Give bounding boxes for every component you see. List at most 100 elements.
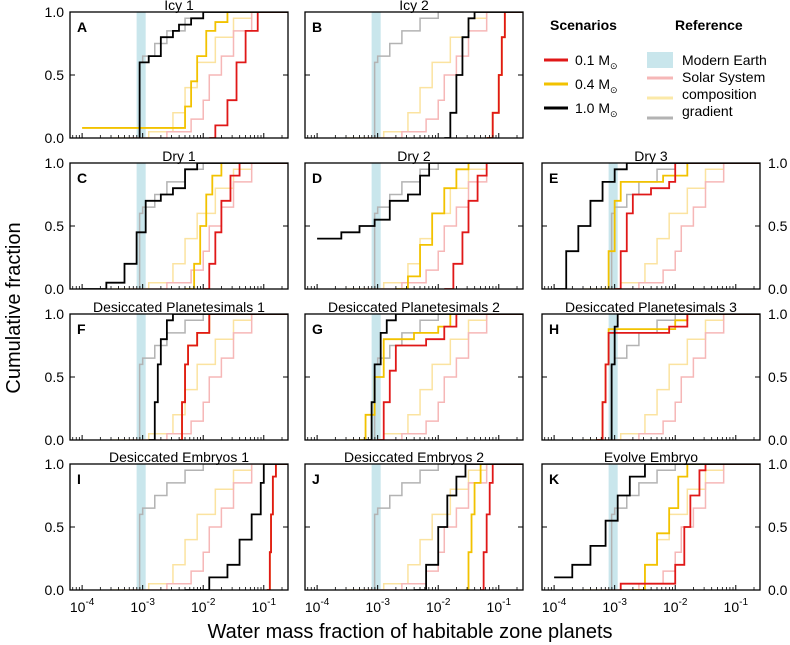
series-curve (632, 464, 760, 590)
panel-b: Icy 2 B (304, 0, 524, 139)
x-tick-label: 10-4 (70, 597, 95, 615)
series-curve (148, 314, 288, 440)
modern-earth-band (608, 314, 618, 440)
reference-curve-pink (602, 163, 760, 289)
panel-e: 0.0 0.5 1.0 Dry 3 E (541, 148, 788, 297)
panel-letter: C (77, 170, 87, 186)
series-curve (486, 12, 523, 138)
series-curve (444, 12, 523, 138)
legend-modern-earth-swatch (647, 52, 673, 68)
panel-title: Evolve Embryo (604, 449, 698, 465)
panel-title: Desiccated Planetesimals 1 (93, 299, 265, 315)
x-tick-label: 10-4 (542, 597, 567, 615)
y-tick-label: 1.0 (45, 456, 65, 472)
reference-curve-yellow (112, 314, 288, 440)
series-curve (596, 314, 760, 440)
series-curve (317, 163, 523, 240)
legend-reference-title: Reference (675, 17, 743, 33)
reference-curve-pink (130, 12, 288, 138)
series-curve (377, 314, 523, 440)
y-tick-label: 1.0 (45, 155, 65, 171)
modern-earth-band (608, 464, 618, 590)
series-curve (179, 314, 288, 440)
panel-letter: A (77, 19, 87, 35)
y-tick-label: 0.5 (768, 519, 788, 535)
panel-plot-area (112, 464, 288, 590)
x-tick-label: 10-3 (365, 597, 390, 615)
panel-letter: H (549, 321, 559, 337)
series-curve (610, 314, 760, 440)
y-tick-label: 1.0 (45, 306, 65, 322)
panel-letter: D (312, 170, 322, 186)
panel-d: Dry 2 D (304, 148, 524, 290)
reference-curve-yellow (584, 163, 760, 289)
modern-earth-band (136, 464, 146, 590)
legend-scenario-label: 0.4 M⊙ (575, 76, 618, 95)
y-tick-label: 0.0 (768, 432, 788, 448)
reference-curve-pink (130, 464, 288, 590)
series-curve (614, 163, 760, 289)
panel-letter: G (312, 321, 323, 337)
panel-title: Icy 2 (399, 0, 429, 13)
series-curve (414, 464, 523, 590)
series-curve (185, 163, 288, 289)
legend: Scenarios Reference 0.1 M⊙ 0.4 M⊙ 1.0 M⊙ Mode… (544, 17, 767, 120)
legend-scenario-label: 1.0 M⊙ (575, 100, 618, 119)
modern-earth-band (371, 464, 381, 590)
panel-k: 0.0 0.5 1.0 10-4 10-3 10-2 10-1 Evolve Embryo K (541, 449, 788, 615)
reference-curve-pink (130, 163, 288, 289)
y-tick-label: 0.5 (45, 67, 65, 83)
series-curve (82, 163, 288, 289)
y-tick-label: 0.0 (45, 582, 65, 598)
modern-earth-band (371, 12, 381, 138)
x-axis-label: Water mass fraction of habitable zone pl… (207, 621, 612, 643)
panel-plot-area (112, 314, 288, 440)
series-curve (602, 163, 760, 289)
panel-title: Desiccated Embryos 2 (344, 449, 484, 465)
reference-curve-pink (602, 464, 760, 590)
x-tick-label: 10-2 (191, 597, 216, 615)
series-curve (138, 12, 288, 138)
panel-title: Desiccated Planetesimals 3 (565, 299, 737, 315)
x-tick-label: 10-1 (252, 597, 277, 615)
panels-layer: 0.0 0.5 1.0 Icy 1 A Icy 2 B 0.0 0.5 1.0 Dry 1 C Dry … (45, 0, 788, 615)
panel-plot-area (554, 163, 760, 289)
y-tick-label: 0.5 (45, 218, 65, 234)
series-curve (82, 12, 288, 129)
panel-i: 0.0 0.5 1.0 10-4 10-3 10-2 10-1 Desiccated Embr… (45, 449, 289, 615)
panel-plot-area (82, 12, 288, 138)
reference-curve-pink (365, 314, 523, 440)
series-curve (480, 464, 523, 590)
panel-plot-area (82, 163, 288, 289)
panel-title: Icy 1 (164, 0, 194, 13)
x-tick-label: 10-3 (130, 597, 155, 615)
legend-reference-label: Modern Earth (682, 52, 767, 68)
x-tick-label: 10-4 (305, 597, 330, 615)
x-tick-label: 10-1 (487, 597, 512, 615)
x-tick-label: 10-2 (663, 597, 688, 615)
series-curve (266, 464, 288, 590)
panel-title: Dry 1 (162, 148, 196, 164)
legend-reference-label: gradient (682, 103, 733, 119)
reference-curve-grey (373, 12, 523, 138)
reference-curve-yellow (112, 163, 288, 289)
series-curve (365, 314, 523, 440)
y-tick-label: 0.5 (45, 519, 65, 535)
panel-plot-area (347, 464, 523, 590)
y-tick-label: 0.0 (45, 281, 65, 297)
modern-earth-band (136, 12, 146, 138)
panel-title: Dry 3 (634, 148, 668, 164)
panel-letter: I (77, 471, 81, 487)
modern-earth-band (608, 163, 618, 289)
reference-curve-grey (610, 464, 760, 590)
y-tick-label: 0.0 (768, 281, 788, 297)
series-curve (465, 464, 523, 590)
y-tick-label: 0.0 (768, 582, 788, 598)
reference-curve-grey (373, 464, 523, 590)
x-tick-label: 10-1 (724, 597, 749, 615)
panel-h: 0.0 0.5 1.0 Desiccated Planetesimals 3 H (541, 299, 788, 448)
panel-g: Desiccated Planetesimals 2 G (304, 299, 524, 441)
modern-earth-band (136, 163, 146, 289)
panel-plot-area (584, 314, 760, 440)
